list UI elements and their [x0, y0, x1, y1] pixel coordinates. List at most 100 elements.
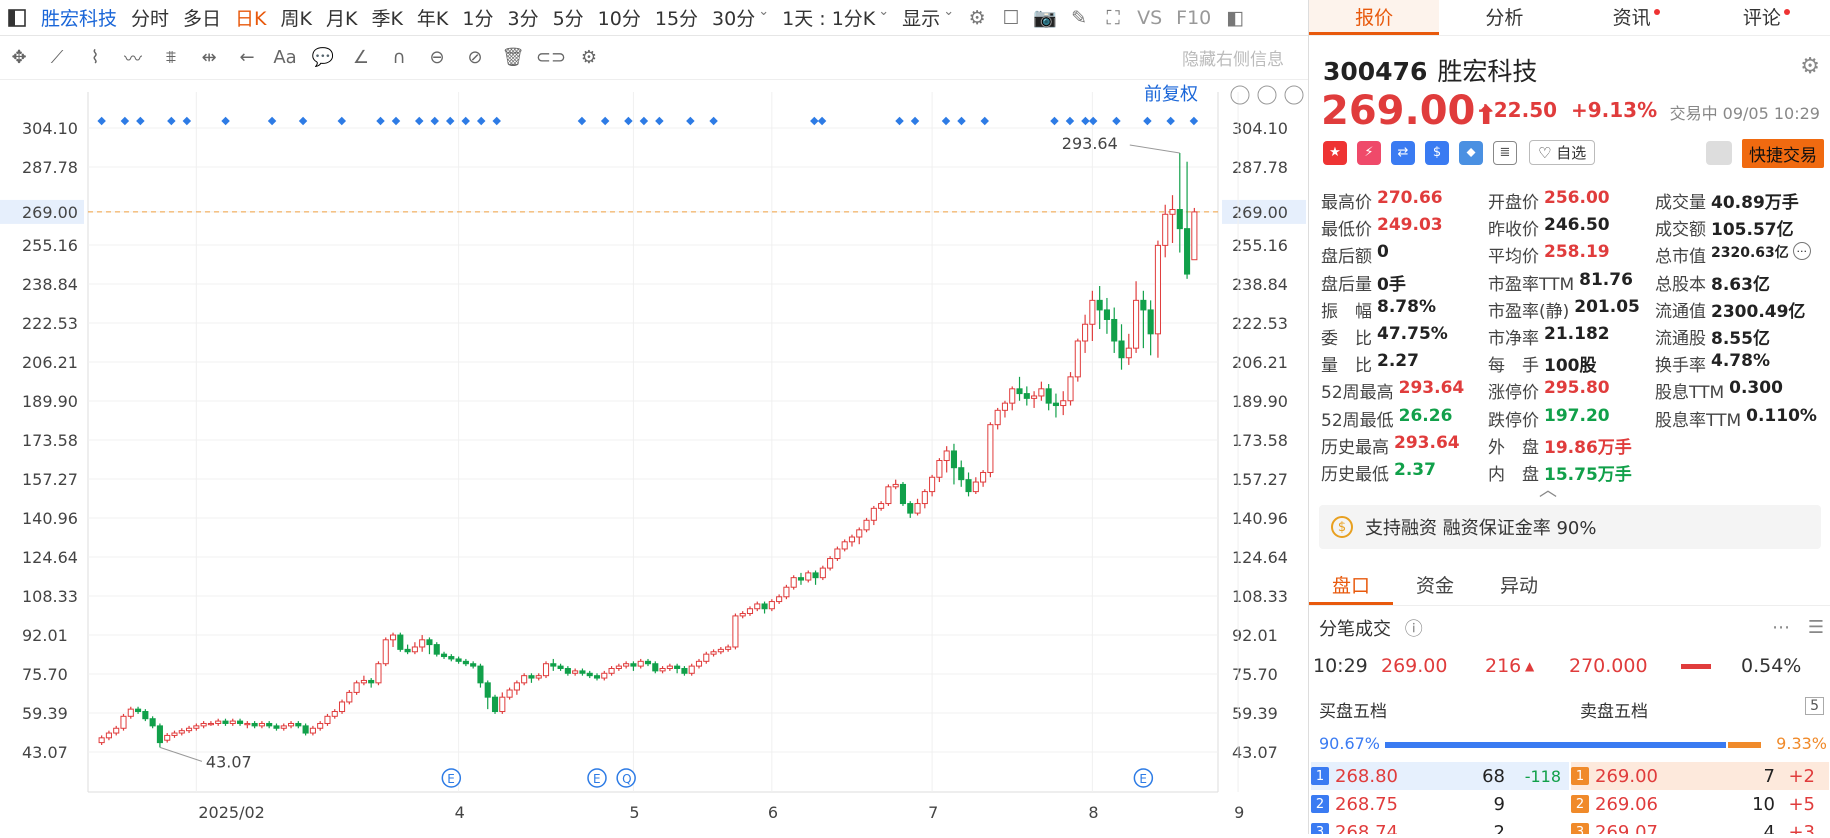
- period-tab-14[interactable]: 显示: [902, 8, 941, 30]
- settings-icon[interactable]: ⚙: [968, 6, 986, 29]
- kline-chart[interactable]: 304.10 304.10 287.78 287.78 269.00 269.00 255.…: [0, 80, 1308, 834]
- bell-icon[interactable]: [1706, 141, 1732, 165]
- fib-tool-icon[interactable]: ⩨: [165, 47, 177, 68]
- reset-icon[interactable]: [1230, 85, 1250, 105]
- stock-name-link[interactable]: 胜宏科技: [41, 8, 118, 30]
- candle-body: [739, 613, 746, 617]
- quote-tab-1[interactable]: 分析: [1439, 0, 1569, 35]
- doc-icon[interactable]: ≣: [1493, 140, 1517, 165]
- event-diamond-icon: [1189, 116, 1199, 126]
- bid-level[interactable]: 1 268.80 68 -118: [1311, 762, 1569, 790]
- ask-level[interactable]: 1 269.00 7 +2: [1571, 762, 1829, 790]
- bid-level-number: 3: [1311, 823, 1329, 834]
- period-tab-8[interactable]: 3分: [507, 8, 539, 30]
- fullscreen-icon[interactable]: ⛶: [1106, 6, 1120, 29]
- period-tab-11[interactable]: 15分: [654, 8, 699, 30]
- x-axis-label: 4: [455, 803, 465, 822]
- lock-icon[interactable]: ⊖: [429, 47, 445, 68]
- wave-tool-icon[interactable]: 〰: [124, 48, 142, 70]
- text-tool-icon[interactable]: Aa: [273, 47, 297, 68]
- chevron-down-icon[interactable]: ⌄: [758, 4, 770, 19]
- line-tool-icon[interactable]: ⟋: [50, 47, 64, 68]
- zoom-in-icon[interactable]: [1284, 85, 1304, 105]
- period-tab-0[interactable]: 分时: [131, 8, 170, 30]
- tick-price: 269.00: [1381, 655, 1448, 677]
- more-icon[interactable]: ⋯: [1772, 617, 1790, 638]
- ruler-tool-icon[interactable]: ∠: [352, 47, 370, 68]
- hide-icon[interactable]: ⊘: [467, 47, 483, 68]
- period-tab-12[interactable]: 30分: [712, 8, 756, 30]
- quote-tab-3[interactable]: 评论: [1700, 0, 1830, 35]
- stat-label: 股息TTM: [1655, 383, 1725, 404]
- panel-tab-0[interactable]: 盘口: [1309, 566, 1393, 605]
- candle-body: [324, 715, 331, 724]
- bid-level[interactable]: 2 268.75 9: [1311, 790, 1569, 818]
- comment-tool-icon[interactable]: 💬: [311, 47, 335, 68]
- polyline-tool-icon[interactable]: ⌇: [90, 47, 100, 68]
- draw-settings-icon[interactable]: ⚙: [580, 47, 598, 68]
- candle-body: [251, 722, 258, 727]
- panel-toggle-icon[interactable]: ◧: [1226, 6, 1245, 29]
- stat-label: 市盈率TTM: [1488, 274, 1575, 295]
- period-tab-1[interactable]: 多日: [183, 8, 222, 30]
- event-diamond-icon: [445, 116, 455, 126]
- panel-tabs: 盘口 资金 异动: [1309, 566, 1830, 606]
- quote-tab-0[interactable]: 报价: [1309, 0, 1440, 35]
- period-tab-9[interactable]: 5分: [552, 8, 584, 30]
- panel-tab-2[interactable]: 异动: [1499, 575, 1538, 597]
- dollar-icon[interactable]: $: [1425, 140, 1449, 165]
- watchlist-button[interactable]: ♡ 自选: [1529, 140, 1596, 165]
- stat-value: 0手: [1377, 274, 1406, 295]
- candle-body: [637, 660, 644, 667]
- margin-info[interactable]: $ 支持融资 融资保证金率 90%: [1319, 505, 1821, 549]
- arrow-tool-icon[interactable]: ←: [239, 47, 255, 68]
- kline-svg[interactable]: 304.10 304.10 287.78 287.78 269.00 269.00 255.…: [0, 80, 1308, 834]
- link-icon[interactable]: ⊂⊃: [535, 47, 567, 68]
- pen-icon[interactable]: ✎: [1071, 6, 1088, 29]
- period-tab-13[interactable]: 1天 : 1分K: [782, 8, 876, 30]
- period-tab-5[interactable]: 季K: [371, 8, 403, 30]
- camera-icon[interactable]: 📷: [1033, 7, 1057, 29]
- stats-row: 最高价 270.66 开盘价 256.00 成交量 40.89万手: [1321, 188, 1826, 215]
- period-tab-7[interactable]: 1分: [462, 8, 494, 30]
- quote-tab-2[interactable]: 资讯: [1570, 0, 1700, 35]
- magnet-icon[interactable]: ∩: [392, 47, 406, 68]
- candle-body: [936, 460, 943, 478]
- ask-level[interactable]: 2 269.06 10 +5: [1571, 790, 1829, 818]
- period-tab-3[interactable]: 周K: [280, 8, 312, 30]
- panel-settings-icon[interactable]: ⚙: [1800, 54, 1820, 79]
- y-tick-label-left: 75.70: [22, 665, 68, 684]
- more-dots-icon[interactable]: ···: [1792, 242, 1811, 261]
- candle-body: [287, 722, 295, 727]
- move-icon[interactable]: ✥: [11, 47, 27, 68]
- bid-level[interactable]: 3 268.74 2: [1311, 818, 1569, 834]
- period-tab-10[interactable]: 10分: [597, 8, 641, 30]
- adjust-label[interactable]: 前复权: [1144, 84, 1198, 105]
- panel-tab-1[interactable]: 资金: [1415, 575, 1454, 597]
- lightning-icon[interactable]: ⚡: [1357, 140, 1381, 165]
- tag-icon[interactable]: ⬥: [1459, 140, 1483, 165]
- event-circle-icon: [441, 768, 462, 788]
- shuffle-icon[interactable]: ⇄: [1391, 140, 1415, 165]
- compare-button[interactable]: VS: [1137, 6, 1163, 29]
- f10-button[interactable]: F10: [1176, 6, 1212, 29]
- checkbox-icon[interactable]: ☐: [1002, 6, 1020, 29]
- collapse-chevron-icon[interactable]: ︿: [1539, 480, 1557, 501]
- measure-tool-icon[interactable]: ⇹: [201, 47, 217, 68]
- period-tab-4[interactable]: 月K: [325, 8, 358, 30]
- info-icon[interactable]: ⓘ: [1404, 619, 1423, 640]
- zoom-out-icon[interactable]: [1257, 85, 1277, 105]
- candle-body: [695, 660, 703, 667]
- ask-level[interactable]: 3 269.07 4 +3: [1571, 818, 1829, 834]
- list-icon[interactable]: ☰: [1807, 617, 1824, 638]
- level-count-button[interactable]: 5: [1805, 697, 1824, 715]
- chevron-down-icon[interactable]: ⌄: [943, 4, 955, 19]
- sidebar-toggle-icon[interactable]: [6, 7, 28, 29]
- chevron-down-icon[interactable]: ⌄: [878, 4, 890, 19]
- period-tab-2[interactable]: 日K: [235, 8, 267, 30]
- period-tab-6[interactable]: 年K: [416, 8, 449, 30]
- quick-trade-button[interactable]: 快捷交易: [1742, 139, 1824, 168]
- delete-icon[interactable]: 🗑: [501, 47, 525, 68]
- candle-body: [666, 665, 673, 669]
- hide-right-hint[interactable]: 隐藏右侧信息: [1182, 50, 1284, 70]
